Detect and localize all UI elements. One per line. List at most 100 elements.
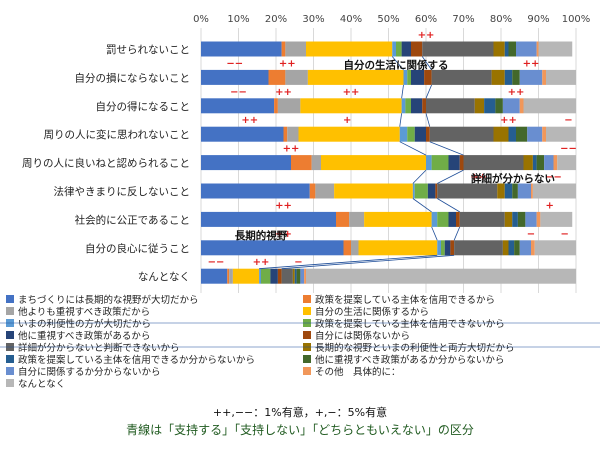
classification-line — [281, 254, 455, 270]
bar-segment — [542, 69, 546, 85]
bar-segment — [512, 211, 518, 227]
x-tick-label: 40% — [340, 14, 362, 25]
bar-segment — [484, 98, 496, 114]
classification-line — [437, 169, 464, 184]
bar-segment — [542, 126, 546, 142]
x-tick-label: 100% — [562, 14, 591, 25]
x-tick-label: 0% — [193, 14, 209, 25]
classification-line — [259, 254, 438, 270]
classification-line — [437, 198, 460, 213]
bar-segment — [291, 155, 312, 171]
significance-mark: ++ — [253, 257, 270, 268]
bar-segment — [493, 126, 509, 142]
classification-line — [425, 84, 432, 99]
significance-mark: ++ — [283, 144, 300, 155]
significance-mark: −− — [560, 144, 577, 155]
bar-segment — [531, 183, 533, 199]
bar-segment — [349, 211, 365, 227]
bar-segment — [296, 268, 301, 284]
legend-label: 政策を提案している主体を信用できないから — [315, 318, 505, 330]
bar-segment — [300, 268, 305, 284]
bar-segment — [437, 240, 441, 256]
bar-segment — [437, 211, 449, 227]
significance-mark: −− — [230, 87, 247, 98]
significance-mark: ++ — [500, 115, 517, 126]
bar-segment — [201, 183, 310, 199]
bar-segment — [414, 183, 428, 199]
bar-segment — [407, 126, 415, 142]
bar-segment — [431, 69, 492, 85]
x-tick-label: 20% — [265, 14, 287, 25]
classification-line — [391, 56, 404, 71]
bar-segment — [201, 268, 228, 284]
bar-segment — [343, 240, 351, 256]
significance-mark: −− — [208, 257, 225, 268]
bar-segment — [259, 268, 261, 284]
x-tick-label: 10% — [227, 14, 249, 25]
legend-swatch — [303, 307, 311, 315]
bar-segment — [493, 41, 505, 57]
bar-segment — [285, 41, 306, 57]
significance-mark: − — [527, 229, 535, 240]
bar-segment — [426, 155, 432, 171]
bar-segment — [454, 240, 503, 256]
legend-swatch — [303, 295, 311, 303]
bar-segment — [401, 98, 406, 114]
significance-mark: ++ — [275, 229, 292, 240]
legend-swatch — [6, 331, 14, 339]
legend-label: 長期的な視野といまの利便性と両方大切だから — [315, 342, 515, 354]
classification-line — [412, 198, 432, 213]
legend-label: 自分には関係ないから — [315, 330, 410, 342]
bar-segment — [407, 69, 411, 85]
bar-segment — [519, 69, 543, 85]
bar-segment — [544, 155, 554, 171]
legend-label: 詳細が分からないと判断できないから — [18, 342, 180, 354]
bar-segment — [504, 183, 513, 199]
bar-segment — [517, 183, 531, 199]
legend-swatch — [303, 331, 311, 339]
x-tick-label: 60% — [415, 14, 437, 25]
bar-segment — [201, 126, 284, 142]
legend-swatch — [6, 379, 14, 387]
legend-label: なんとなく — [18, 379, 65, 390]
bar-segment — [427, 183, 436, 199]
bar-segment — [201, 240, 344, 256]
bar-segment — [227, 268, 230, 284]
significance-mark: ++ — [275, 87, 292, 98]
bar-segment — [201, 211, 336, 227]
bar-segment — [424, 69, 432, 85]
bar-segment — [459, 211, 505, 227]
legend-swatch — [6, 367, 14, 375]
bar-segment — [517, 211, 526, 227]
bar-segment — [401, 41, 411, 57]
bar-segment — [281, 41, 286, 57]
legend-label: 政策を提案している主体を信用できるか分からないから — [18, 354, 255, 366]
annotation-label: 詳細が分からない — [471, 172, 555, 185]
bar-segment — [450, 240, 455, 256]
legend-label: 政策を提案している主体を信用できるから — [315, 294, 495, 306]
bar-segment — [351, 240, 359, 256]
bar-segment — [508, 240, 515, 256]
bar-segment — [321, 155, 426, 171]
legend-label: 自分の生活に関係するから — [315, 306, 429, 318]
bar-segment — [300, 98, 402, 114]
bar-segment — [523, 155, 533, 171]
bar-segment — [546, 126, 576, 142]
legend-swatch — [6, 355, 14, 363]
bar-segment — [525, 211, 537, 227]
bar-segment — [422, 41, 494, 57]
bar-segment — [274, 98, 278, 114]
bar-segment — [527, 126, 543, 142]
bar-segment — [270, 268, 278, 284]
bar-segment — [516, 126, 528, 142]
bar-segment — [294, 268, 297, 284]
bar-segment — [532, 155, 537, 171]
legend-label: 他よりも重視すべき政策だから — [18, 306, 150, 318]
bar-segment — [435, 183, 438, 199]
significance-mark: −− — [545, 172, 562, 183]
category-label: 自分の得になること — [96, 100, 191, 113]
legend-swatch — [303, 367, 311, 375]
bar-segment — [229, 268, 233, 284]
classification-line — [399, 113, 403, 127]
bar-segment — [519, 240, 531, 256]
